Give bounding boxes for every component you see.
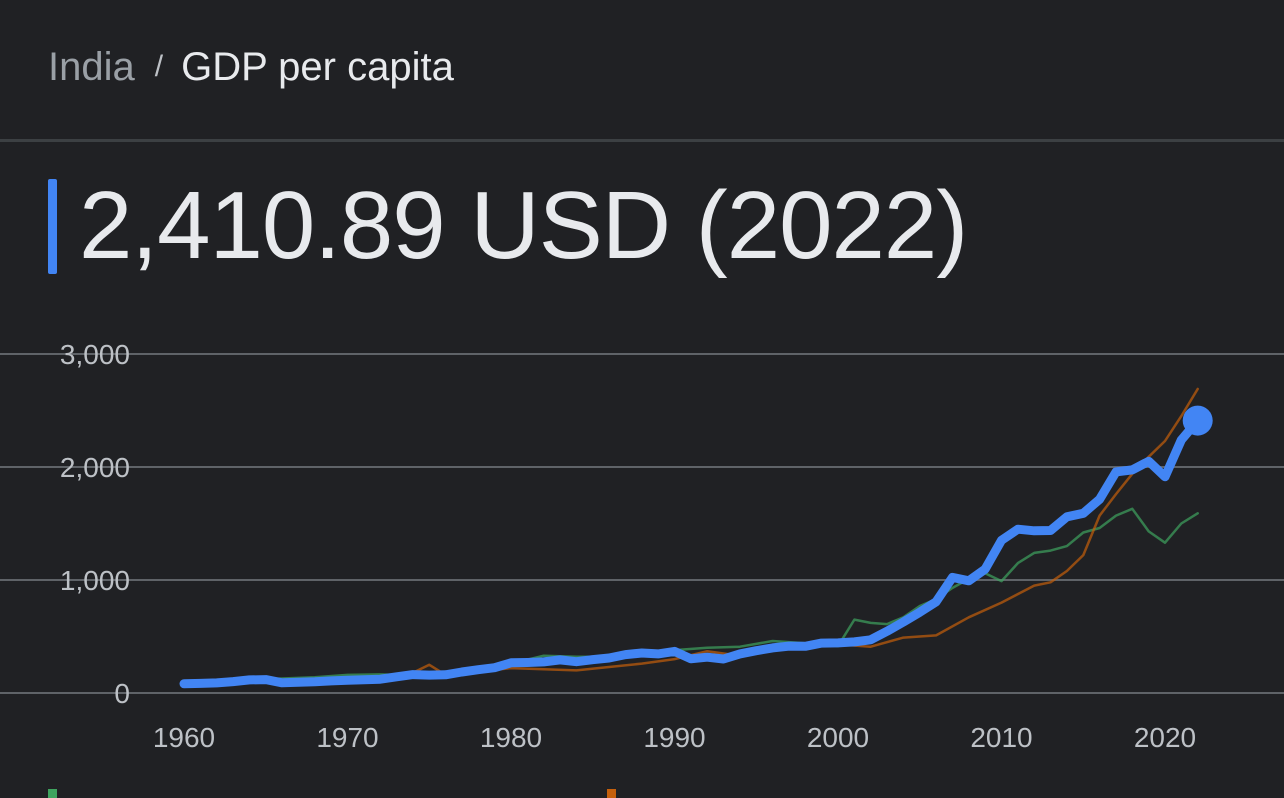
breadcrumb-metric: GDP per capita xyxy=(181,44,454,89)
series-line-peer-2 xyxy=(182,387,1199,685)
breadcrumb: India / GDP per capita xyxy=(48,42,454,92)
headline-value: 2,410.89 USD (2022) xyxy=(79,172,968,279)
x-tick-label: 1970 xyxy=(316,722,378,753)
x-tick-label: 1980 xyxy=(480,722,542,753)
breadcrumb-separator: / xyxy=(154,50,164,83)
header-divider xyxy=(0,139,1284,142)
y-tick-label: 3,000 xyxy=(60,339,130,370)
headline: 2,410.89 USD (2022) xyxy=(48,172,968,280)
breadcrumb-country[interactable]: India xyxy=(48,44,135,89)
y-tick-label: 2,000 xyxy=(60,452,130,483)
legend-swatch-green xyxy=(48,789,57,798)
series-accent-bar xyxy=(48,178,57,274)
x-tick-label: 1960 xyxy=(153,722,215,753)
x-tick-label: 2010 xyxy=(970,722,1032,753)
series-line-india xyxy=(179,416,1203,689)
x-tick-label: 2020 xyxy=(1134,722,1196,753)
y-tick-label: 1,000 xyxy=(60,565,130,596)
x-tick-label: 2000 xyxy=(807,722,869,753)
x-tick-label: 1990 xyxy=(643,722,705,753)
gdp-line-chart[interactable]: 0 1,000 2,000 3,000 1960 1970 1980 1990 2000 2010… xyxy=(0,320,1284,798)
highlight-point xyxy=(1182,405,1213,436)
legend-swatch-orange xyxy=(607,789,616,798)
y-tick-label: 0 xyxy=(114,678,130,709)
